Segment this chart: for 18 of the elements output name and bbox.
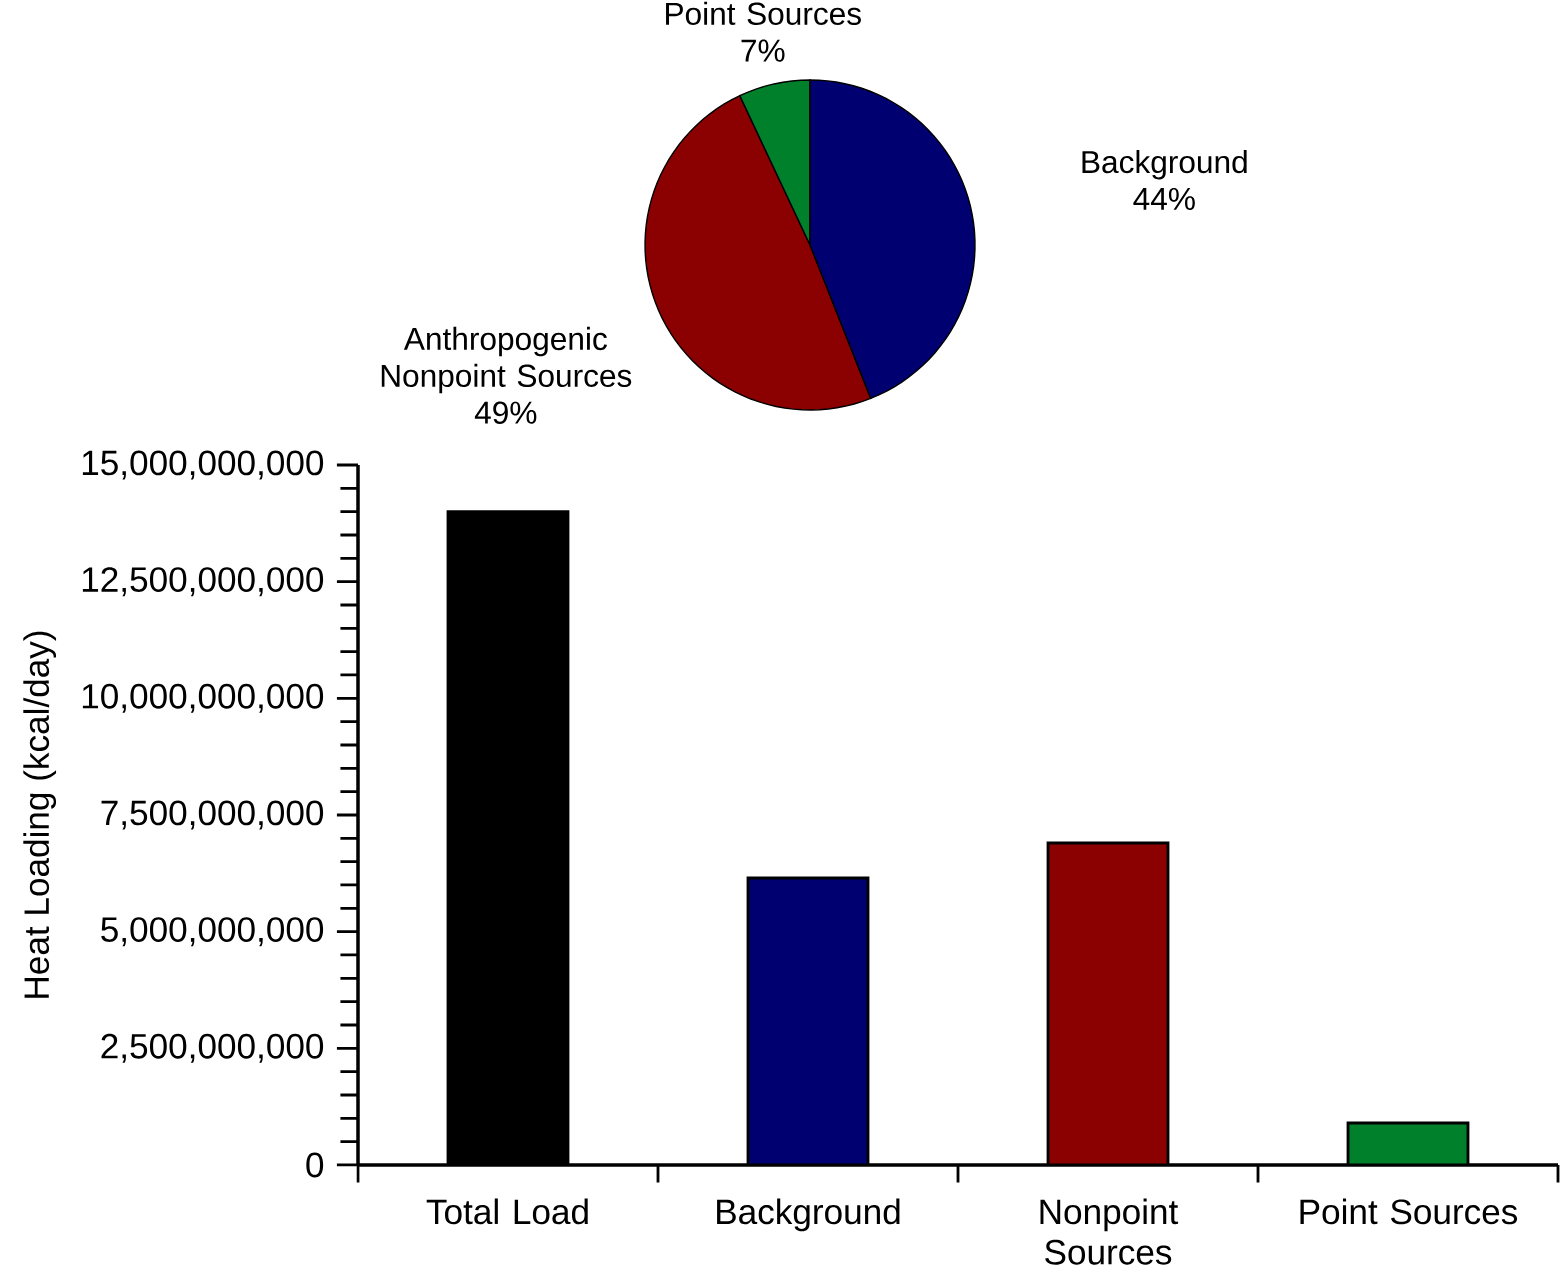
y-tick-label: 0 <box>306 1152 324 1178</box>
data-label: 7% <box>741 39 785 62</box>
slice-label: Background <box>1082 150 1247 180</box>
slice-label: Point Sources <box>666 1 861 26</box>
y-tick-label: 12,500,000,000 <box>82 567 324 597</box>
y-tick-label: 10,000,000,000 <box>82 683 324 713</box>
y-axis-title: Heat Loading (kcal/day) <box>23 631 57 998</box>
x-tick-label: Nonpoint Sources <box>1040 1198 1179 1265</box>
y-tick-label: 2,500,000,000 <box>101 1033 324 1063</box>
slice-label: Anthropogenic Nonpoint Sources <box>381 326 632 394</box>
x-tick-label: Point Sources <box>1300 1198 1518 1225</box>
x-tick-label: Background <box>717 1198 900 1232</box>
y-tick-label: 5,000,000,000 <box>101 917 324 947</box>
data-label: 49% <box>474 401 537 424</box>
x-tick-label: Total Load <box>426 1198 588 1225</box>
data-label: 44% <box>1133 187 1195 210</box>
y-tick-label: 7,500,000,000 <box>101 800 324 830</box>
y-tick-label: 15,000,000,000 <box>82 450 324 480</box>
